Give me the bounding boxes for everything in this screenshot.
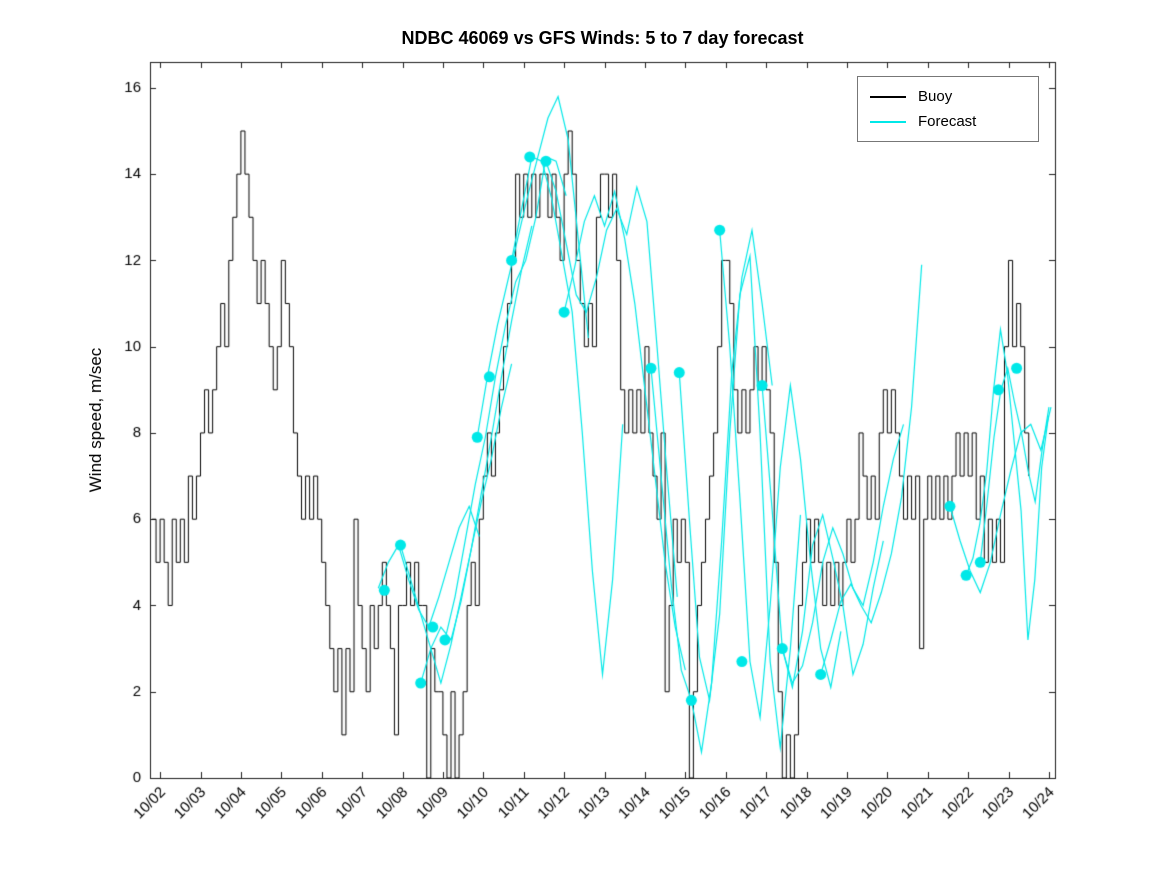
legend-entry-forecast: Forecast xyxy=(870,109,1026,134)
buoy-line-sample xyxy=(870,95,906,98)
legend-label-forecast: Forecast xyxy=(918,113,977,130)
forecast-line-sample xyxy=(870,120,906,123)
legend-entry-buoy: Buoy xyxy=(870,84,1026,109)
legend-label-buoy: Buoy xyxy=(918,88,953,105)
chart-title: NDBC 46069 vs GFS Winds: 5 to 7 day fore… xyxy=(401,28,804,48)
legend-box: Buoy Forecast xyxy=(857,76,1039,142)
y-axis-label: Wind speed, m/sec xyxy=(86,347,105,493)
